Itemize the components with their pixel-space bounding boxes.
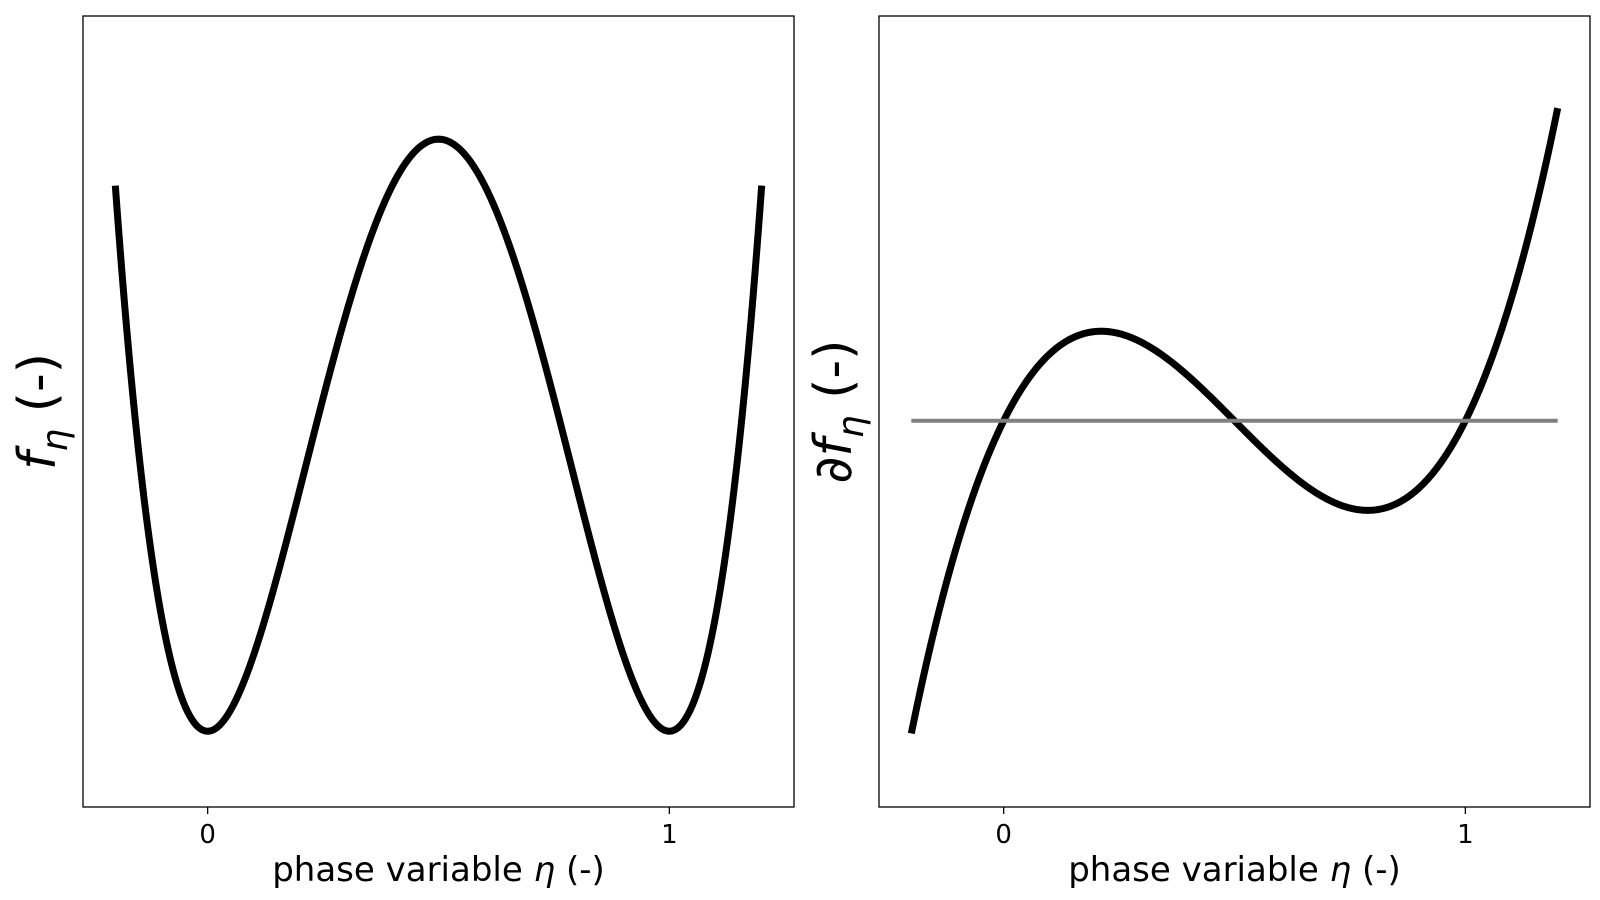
right-xlabel-prefix: phase variable <box>1068 850 1329 890</box>
right-ylabel-subscript: η <box>831 415 872 438</box>
left-xlabel: phase variable η (-) <box>272 850 605 890</box>
right-axes-frame <box>878 15 1591 808</box>
right-ylabel-suffix: (-) <box>804 340 864 416</box>
left-ylabel-subscript: η <box>35 429 76 452</box>
right-xtick-label-1: 1 <box>1457 820 1474 850</box>
left-xlabel-suffix: (-) <box>555 850 605 890</box>
left-xlabel-prefix: phase variable <box>272 850 533 890</box>
right-ylabel: ∂fη (-) <box>804 340 872 484</box>
left-series-line-0 <box>111 135 766 735</box>
right-plot-area <box>907 107 1562 735</box>
right-xlabel-suffix: (-) <box>1351 850 1401 890</box>
right-ylabel-symbol: ∂f <box>804 432 864 484</box>
left-plot-area <box>111 135 766 735</box>
right-xlabel: phase variable η (-) <box>1068 850 1401 890</box>
left-xtick-label-0: 0 <box>199 820 216 850</box>
left-ylabel: fη (-) <box>8 353 76 470</box>
right-xlabel-symbol: η <box>1330 850 1352 890</box>
left-ylabel-suffix: (-) <box>8 353 68 429</box>
left-axes-frame <box>82 15 795 808</box>
right-xtick-label-0: 0 <box>995 820 1012 850</box>
left-xtick-label-1: 1 <box>661 820 678 850</box>
left-xlabel-symbol: η <box>534 850 556 890</box>
